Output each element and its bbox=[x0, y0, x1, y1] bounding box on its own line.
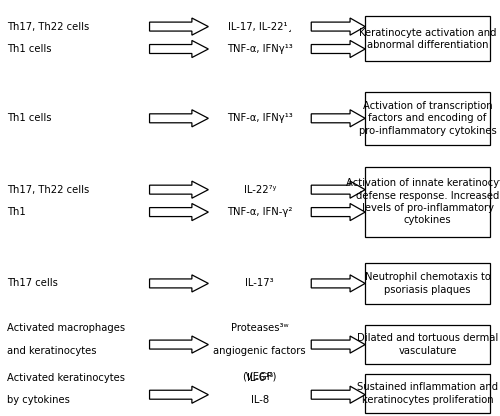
FancyArrow shape bbox=[150, 181, 208, 198]
FancyArrow shape bbox=[150, 203, 208, 220]
Text: TNF-α, IFN-γ²: TNF-α, IFN-γ² bbox=[227, 207, 292, 217]
FancyArrow shape bbox=[150, 18, 208, 35]
Text: IL-17, IL-22¹¸: IL-17, IL-22¹¸ bbox=[228, 22, 292, 32]
FancyArrow shape bbox=[150, 336, 208, 353]
Text: Dilated and tortuous dermal
vasculature: Dilated and tortuous dermal vasculature bbox=[357, 333, 498, 356]
Text: and keratinocytes: and keratinocytes bbox=[8, 346, 97, 356]
Text: IL-8: IL-8 bbox=[250, 395, 269, 405]
FancyArrow shape bbox=[311, 386, 365, 403]
Text: TNF-α, IFNγ¹³: TNF-α, IFNγ¹³ bbox=[227, 44, 292, 54]
Text: Activation of innate keratinocyte
defense response. Increased
levels of pro-infl: Activation of innate keratinocyte defens… bbox=[346, 178, 500, 225]
Text: IL-17³: IL-17³ bbox=[246, 278, 274, 288]
FancyBboxPatch shape bbox=[365, 325, 490, 364]
FancyBboxPatch shape bbox=[365, 92, 490, 145]
Text: Proteases³ʷ: Proteases³ʷ bbox=[231, 323, 288, 333]
Text: Th17, Th22 cells: Th17, Th22 cells bbox=[8, 22, 89, 32]
Text: Th1: Th1 bbox=[8, 207, 26, 217]
Text: Th17 cells: Th17 cells bbox=[8, 278, 59, 288]
Text: IL-22⁷ʸ: IL-22⁷ʸ bbox=[244, 185, 276, 195]
Text: Sustained inflammation and
keratinocytes proliferation: Sustained inflammation and keratinocytes… bbox=[357, 382, 498, 405]
Text: by cytokines: by cytokines bbox=[8, 395, 70, 405]
FancyBboxPatch shape bbox=[365, 263, 490, 304]
FancyBboxPatch shape bbox=[365, 16, 490, 61]
FancyArrow shape bbox=[311, 110, 365, 127]
FancyArrow shape bbox=[311, 203, 365, 220]
FancyArrow shape bbox=[311, 181, 365, 198]
FancyArrow shape bbox=[150, 110, 208, 127]
Text: (VEGF): (VEGF) bbox=[242, 371, 277, 381]
Text: Th1 cells: Th1 cells bbox=[8, 44, 52, 54]
Text: Activation of transcription
factors and encoding of
pro-inflammatory cytokines: Activation of transcription factors and … bbox=[359, 101, 496, 136]
FancyArrow shape bbox=[311, 275, 365, 292]
FancyArrow shape bbox=[311, 18, 365, 35]
FancyArrow shape bbox=[150, 275, 208, 292]
Text: TNF-α, IFNγ¹³: TNF-α, IFNγ¹³ bbox=[227, 113, 292, 123]
Text: Activated macrophages: Activated macrophages bbox=[8, 323, 126, 333]
FancyArrow shape bbox=[150, 386, 208, 403]
FancyArrow shape bbox=[150, 40, 208, 57]
FancyArrow shape bbox=[311, 336, 365, 353]
Text: Neutrophil chemotaxis to
psoriasis plaques: Neutrophil chemotaxis to psoriasis plaqu… bbox=[364, 272, 490, 295]
Text: Keratinocyte activation and
abnormal differentiation: Keratinocyte activation and abnormal dif… bbox=[359, 27, 496, 50]
Text: IL-6¹³: IL-6¹³ bbox=[246, 374, 273, 384]
FancyBboxPatch shape bbox=[365, 374, 490, 413]
FancyArrow shape bbox=[311, 40, 365, 57]
Text: Activated keratinocytes: Activated keratinocytes bbox=[8, 374, 126, 384]
Text: Th17, Th22 cells: Th17, Th22 cells bbox=[8, 185, 89, 195]
Text: angiogenic factors: angiogenic factors bbox=[214, 346, 306, 356]
Text: Th1 cells: Th1 cells bbox=[8, 113, 52, 123]
FancyBboxPatch shape bbox=[365, 167, 490, 237]
